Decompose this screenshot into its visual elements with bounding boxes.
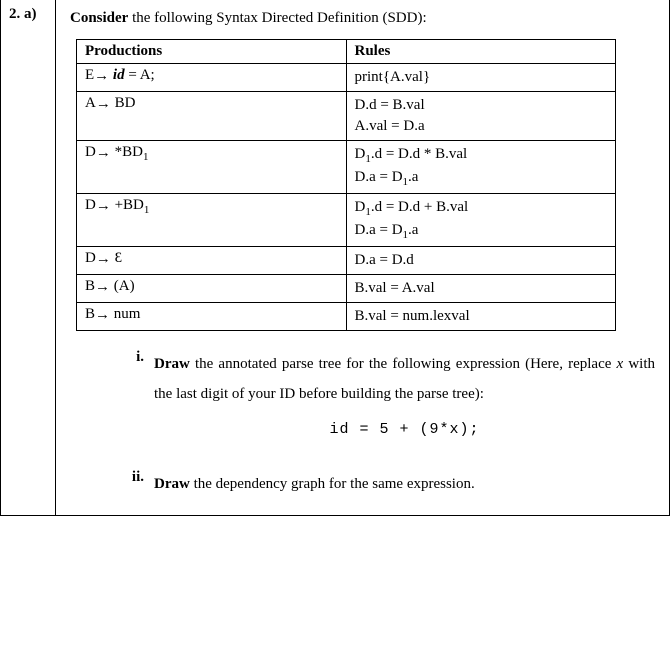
task-i-rest: the annotated parse tree for the followi… xyxy=(190,356,617,372)
rules-cell: D.d = B.valA.val = D.a xyxy=(346,92,616,141)
rules-cell: B.val = A.val xyxy=(346,275,616,303)
task-i-code: id = 5 + (9*x); xyxy=(154,415,655,445)
table-row: E→ id = A;print{A.val} xyxy=(77,64,616,92)
table-row: D→ *BD1D1.d = D.d * B.valD.a = D1.a xyxy=(77,141,616,194)
production-cell: B→ num xyxy=(77,303,347,331)
rules-cell: print{A.val} xyxy=(346,64,616,92)
rules-cell: D1.d = D.d * B.valD.a = D1.a xyxy=(346,141,616,194)
intro-rest: the following Syntax Directed Definition… xyxy=(128,10,426,26)
header-productions: Productions xyxy=(77,40,347,64)
table-row: A→ BDD.d = B.valA.val = D.a xyxy=(77,92,616,141)
intro-line: Consider the following Syntax Directed D… xyxy=(70,10,655,27)
rules-cell: B.val = num.lexval xyxy=(346,303,616,331)
task-ii-body: Draw the dependency graph for the same e… xyxy=(154,469,655,499)
header-rules: Rules xyxy=(346,40,616,64)
table-row: D→ ƐD.a = D.d xyxy=(77,247,616,275)
task-ii: ii. Draw the dependency graph for the sa… xyxy=(110,469,655,499)
production-cell: E→ id = A; xyxy=(77,64,347,92)
production-cell: D→ *BD1 xyxy=(77,141,347,194)
task-i-bold: Draw xyxy=(154,356,190,372)
production-cell: A→ BD xyxy=(77,92,347,141)
question-number: 2. a) xyxy=(1,0,56,515)
intro-bold: Consider xyxy=(70,10,128,26)
task-ii-bold: Draw xyxy=(154,476,190,492)
task-i: i. Draw the annotated parse tree for the… xyxy=(110,349,655,451)
table-row: B→ (A)B.val = A.val xyxy=(77,275,616,303)
table-header-row: Productions Rules xyxy=(77,40,616,64)
question-body: Consider the following Syntax Directed D… xyxy=(56,0,669,515)
tasks-block: i. Draw the annotated parse tree for the… xyxy=(110,349,655,499)
rules-cell: D.a = D.d xyxy=(346,247,616,275)
production-cell: D→ +BD1 xyxy=(77,194,347,247)
table-row: D→ +BD1D1.d = D.d + B.valD.a = D1.a xyxy=(77,194,616,247)
task-i-num: i. xyxy=(110,349,154,451)
sdd-table: Productions Rules E→ id = A;print{A.val}… xyxy=(76,39,616,331)
task-i-body: Draw the annotated parse tree for the fo… xyxy=(154,349,655,451)
task-ii-rest: the dependency graph for the same expres… xyxy=(190,476,475,492)
task-ii-num: ii. xyxy=(110,469,154,499)
production-cell: B→ (A) xyxy=(77,275,347,303)
question-container: 2. a) Consider the following Syntax Dire… xyxy=(0,0,670,516)
rules-cell: D1.d = D.d + B.valD.a = D1.a xyxy=(346,194,616,247)
table-row: B→ numB.val = num.lexval xyxy=(77,303,616,331)
production-cell: D→ Ɛ xyxy=(77,247,347,275)
